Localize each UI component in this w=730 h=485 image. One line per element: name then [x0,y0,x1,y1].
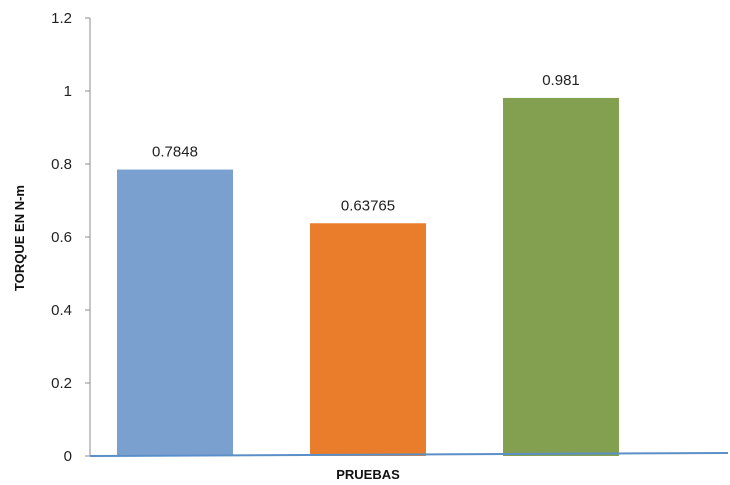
y-tick-label: 0.2 [51,375,72,392]
y-tick-label: 1.2 [51,10,72,27]
data-label-2: 0.63765 [341,197,395,214]
y-tick-label: 0.4 [51,302,72,319]
bars [117,97,619,456]
y-tick-label: 1 [64,83,72,100]
y-axis: 0 0.2 0.4 0.6 0.8 1 1.2 [51,10,91,465]
x-axis-line [89,452,729,457]
y-axis-title: TORQUE EN N-m [12,185,27,291]
y-tick-label: 0 [64,448,72,465]
data-label-3: 0.981 [542,72,580,89]
bar-3 [503,97,619,456]
y-tick-label: 0.8 [51,156,72,173]
x-axis-title: PRUEBAS [336,467,400,482]
y-tick-label: 0.6 [51,229,72,246]
data-label-1: 0.7848 [152,144,198,161]
data-labels: 0.7848 0.63765 0.981 [152,72,580,214]
bar-2 [310,223,426,456]
bar-1 [117,169,233,456]
